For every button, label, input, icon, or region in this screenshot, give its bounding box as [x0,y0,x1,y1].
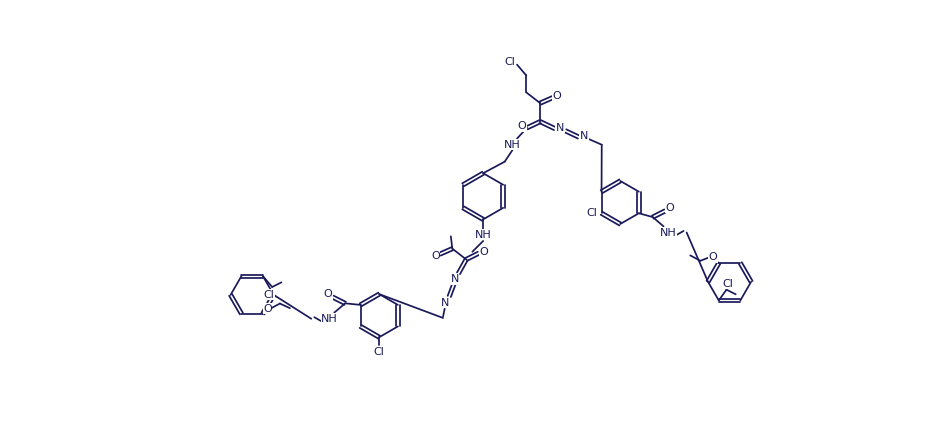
Text: Cl: Cl [374,347,384,357]
Text: O: O [553,91,561,101]
Text: O: O [431,251,439,261]
Text: O: O [324,289,333,299]
Text: N: N [580,131,589,141]
Text: O: O [479,247,488,257]
Text: O: O [708,252,717,262]
Text: O: O [666,203,674,213]
Text: N: N [556,123,564,133]
Text: O: O [263,304,272,314]
Text: NH: NH [475,230,492,240]
Text: Cl: Cl [263,290,275,300]
Text: N: N [451,275,458,284]
Text: N: N [441,298,450,307]
Text: NH: NH [660,228,676,238]
Text: Cl: Cl [587,208,598,218]
Text: Cl: Cl [723,279,733,289]
Text: Cl: Cl [505,57,515,67]
Text: NH: NH [321,314,339,324]
Text: NH: NH [504,140,521,150]
Text: O: O [517,121,526,131]
